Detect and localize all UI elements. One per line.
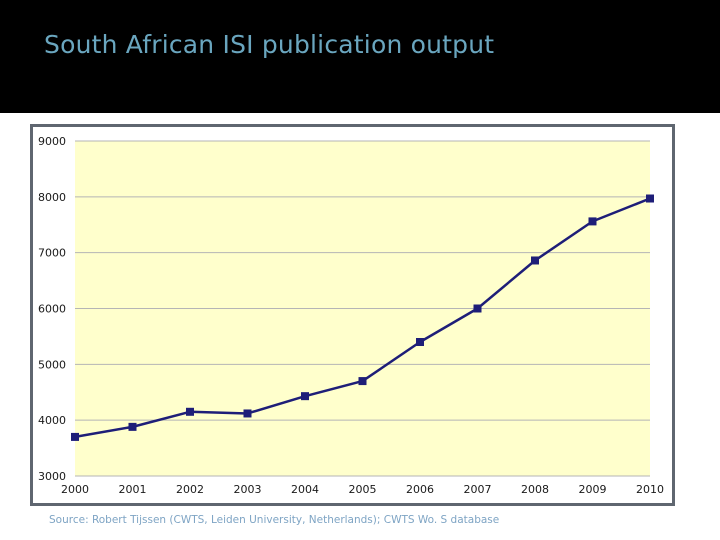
x-tick-label: 2008 xyxy=(521,483,549,496)
x-tick-label: 2006 xyxy=(406,483,434,496)
x-tick-label: 2002 xyxy=(176,483,204,496)
x-tick-label: 2000 xyxy=(61,483,89,496)
slide-title: South African ISI publication output xyxy=(44,30,495,59)
y-tick-label: 5000 xyxy=(38,358,66,371)
x-tick-label: 2001 xyxy=(119,483,147,496)
data-point-2002 xyxy=(186,407,194,416)
x-tick-label: 2010 xyxy=(636,483,664,496)
data-point-2004 xyxy=(301,392,309,401)
y-tick-label: 6000 xyxy=(38,303,66,316)
data-point-2001 xyxy=(128,422,137,431)
y-tick-label: 4000 xyxy=(38,414,66,427)
x-tick-label: 2003 xyxy=(234,483,262,496)
data-point-2005 xyxy=(358,377,367,386)
x-tick-label: 2009 xyxy=(579,483,607,496)
y-tick-label: 8000 xyxy=(38,191,66,204)
x-tick-label: 2007 xyxy=(464,483,492,496)
data-point-2003 xyxy=(243,409,252,418)
y-tick-label: 3000 xyxy=(38,470,66,483)
data-point-2008 xyxy=(531,256,539,265)
data-point-2007 xyxy=(473,304,482,313)
y-tick-label: 9000 xyxy=(38,135,66,148)
data-point-2009 xyxy=(588,217,597,226)
data-point-2000 xyxy=(71,432,79,441)
x-tick-label: 2005 xyxy=(349,483,377,496)
line-chart: 3000 4000 5000 6000 7000 8000 9000 2000 2001 2002… xyxy=(38,135,664,496)
title-band xyxy=(0,0,720,113)
x-tick-label: 2004 xyxy=(291,483,319,496)
data-point-2006 xyxy=(416,338,424,346)
source-note: Source: Robert Tijssen (CWTS, Leiden Uni… xyxy=(49,514,500,526)
data-point-2010 xyxy=(646,194,654,203)
y-tick-label: 7000 xyxy=(38,247,66,260)
